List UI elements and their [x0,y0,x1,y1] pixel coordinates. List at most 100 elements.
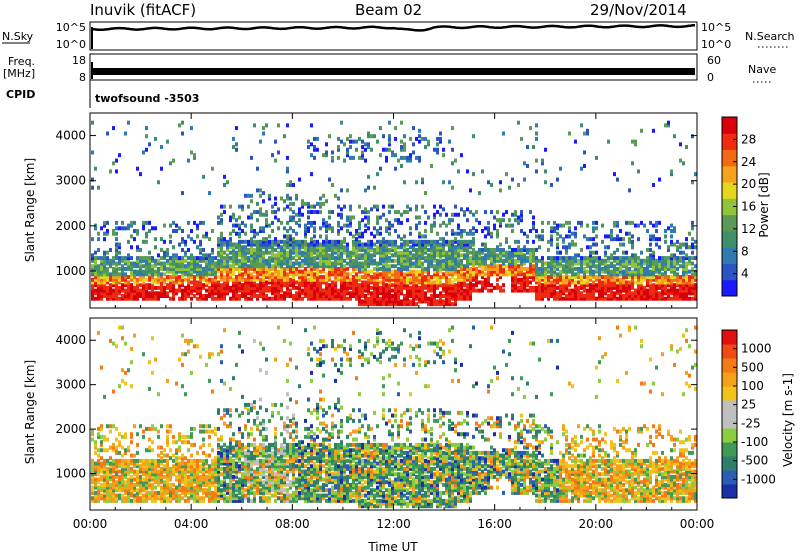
heatmap-cell [286,272,289,276]
heatmap-cell [433,221,436,225]
heatmap-cell [571,240,574,244]
heatmap-cell [184,392,187,396]
heatmap-cell [400,237,403,241]
heatmap-cell [169,256,172,260]
heatmap-cell [436,137,439,141]
heatmap-cell [463,229,466,233]
heatmap-cell [307,226,310,230]
heatmap-cell [496,253,499,257]
heatmap-cell [349,291,352,295]
heatmap-cell [307,243,310,247]
heatmap-cell [583,280,586,284]
heatmap-cell [649,221,652,225]
heatmap-cell [406,156,409,160]
heatmap-cell [409,240,412,244]
heatmap-cell [175,382,178,386]
heatmap-cell [139,289,142,293]
heatmap-cell [271,210,274,214]
heatmap-cell [322,289,325,293]
heatmap-cell [286,234,289,238]
heatmap-cell [343,259,346,263]
heatmap-cell [529,280,532,284]
heatmap-cell [388,134,391,138]
heatmap-cell [628,221,631,225]
heatmap-cell [403,234,406,238]
heatmap-cell [265,259,268,263]
heatmap-cell [418,129,421,133]
heatmap-cell [568,132,571,136]
heatmap-cell [94,440,97,444]
heatmap-cell [106,459,109,463]
heatmap-cell [613,251,616,255]
heatmap-cell [655,221,658,225]
heatmap-cell [163,251,166,255]
heatmap-cell [505,251,508,255]
heatmap-cell [586,237,589,241]
heatmap-cell [517,183,520,187]
heatmap-cell [673,226,676,230]
heatmap-cell [124,272,127,276]
heatmap-cell [592,226,595,230]
heatmap-cell [556,232,559,236]
heatmap-cell [313,145,316,149]
heatmap-cell [121,494,124,498]
heatmap-cell [265,218,268,222]
heatmap-cell [631,221,634,225]
heatmap-cell [232,243,235,247]
heatmap-cell [439,132,442,136]
heatmap-cell [307,140,310,144]
heatmap-cell [613,291,616,295]
heatmap-cell [283,240,286,244]
heatmap-cell [163,262,166,266]
heatmap-cell [118,384,121,388]
heatmap-cell [670,240,673,244]
heatmap-cell [244,240,247,244]
heatmap-cell [472,283,475,287]
heatmap-cell [670,275,673,279]
heatmap-cell [532,215,535,219]
heatmap-cell [136,432,139,436]
heatmap-cell [520,248,523,252]
heatmap-cell [169,424,172,428]
heatmap-cell [691,297,694,301]
heatmap-cell [451,229,454,233]
heatmap-cell [163,459,166,463]
heatmap-cell [361,299,364,303]
heatmap-cell [226,240,229,244]
heatmap-cell [100,440,103,444]
heatmap-cell [418,286,421,290]
heatmap-cell [91,486,94,490]
heatmap-cell [535,123,538,127]
heatmap-cell [691,226,694,230]
heatmap-cell [670,224,673,228]
heatmap-cell [334,240,337,244]
heatmap-cell [394,137,397,141]
heatmap-cell [154,286,157,290]
heatmap-cell [127,224,130,228]
heatmap-cell [370,270,373,274]
heatmap-cell [562,275,565,279]
heatmap-cell [271,229,274,233]
nave-label: Nave [748,63,776,76]
heatmap-cell [97,237,100,241]
heatmap-cell [304,224,307,228]
heatmap-cell [298,262,301,266]
heatmap-cell [424,240,427,244]
heatmap-cell [175,440,178,444]
heatmap-cell [373,243,376,247]
heatmap-cell [634,280,637,284]
heatmap-cell [661,256,664,260]
heatmap-cell [463,210,466,214]
heatmap-cell [247,215,250,219]
heatmap-cell [169,483,172,487]
colorbar-tick-label: 24 [741,155,756,169]
heatmap-cell [268,234,271,238]
heatmap-cell [202,267,205,271]
heatmap-cell [622,237,625,241]
heatmap-cell [100,256,103,260]
heatmap-cell [370,134,373,138]
heatmap-cell [154,226,157,230]
heatmap-cell [265,294,268,298]
heatmap-cell [451,148,454,152]
heatmap-cell [271,205,274,209]
